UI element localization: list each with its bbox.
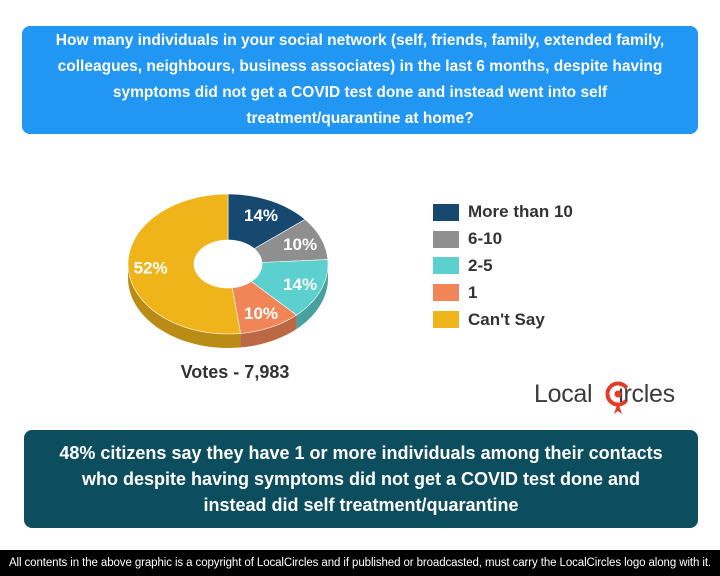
legend-item-can-t-say: Can't Say (433, 306, 573, 333)
legend-label: Can't Say (468, 309, 545, 329)
slice-value-label: 14% (244, 206, 278, 225)
legend-swatch (433, 311, 459, 329)
legend-label: 1 (468, 282, 478, 302)
slice-value-label: 10% (283, 235, 317, 254)
legend-item-6-10: 6-10 (433, 226, 573, 253)
legend-label: 6-10 (468, 229, 503, 249)
slice-side-2-5 (296, 262, 328, 330)
slice-value-label: 52% (134, 258, 168, 277)
footer-text: All contents in the above graphic is a c… (8, 557, 712, 569)
legend-swatch (433, 257, 459, 275)
legend-swatch (433, 203, 459, 221)
logo-pin-icon (605, 381, 631, 414)
legend-label: 2-5 (468, 255, 493, 275)
votes-count: Votes - 7,983 (180, 362, 290, 382)
chart-legend: More than 10 6-10 2-5 1 Can't Say (433, 199, 573, 333)
legend-item-1: 1 (433, 279, 573, 306)
legend-item-2-5: 2-5 (433, 253, 573, 280)
legend-swatch (433, 284, 459, 302)
slice-side-can-t-say (128, 262, 241, 348)
logo-text: Local ircles (534, 380, 675, 408)
localcircles-logo: Local ircles (534, 376, 694, 420)
copyright-footer: All contents in the above graphic is a c… (0, 550, 720, 576)
question-banner: How many individuals in your social netw… (22, 26, 698, 134)
conclusion-banner: 48% citizens say they have 1 or more ind… (24, 430, 698, 528)
slice-value-label: 14% (283, 275, 317, 294)
question-text: How many individuals in your social netw… (55, 32, 665, 127)
legend-item-more-than-10: More than 10 (433, 199, 573, 226)
legend-swatch (433, 230, 459, 248)
slice-can-t-say (127, 193, 241, 335)
slice-side-1 (240, 315, 297, 348)
slice-value-label: 10% (244, 304, 278, 323)
legend-label: More than 10 (468, 202, 573, 222)
conclusion-text: 48% citizens say they have 1 or more ind… (59, 443, 663, 515)
